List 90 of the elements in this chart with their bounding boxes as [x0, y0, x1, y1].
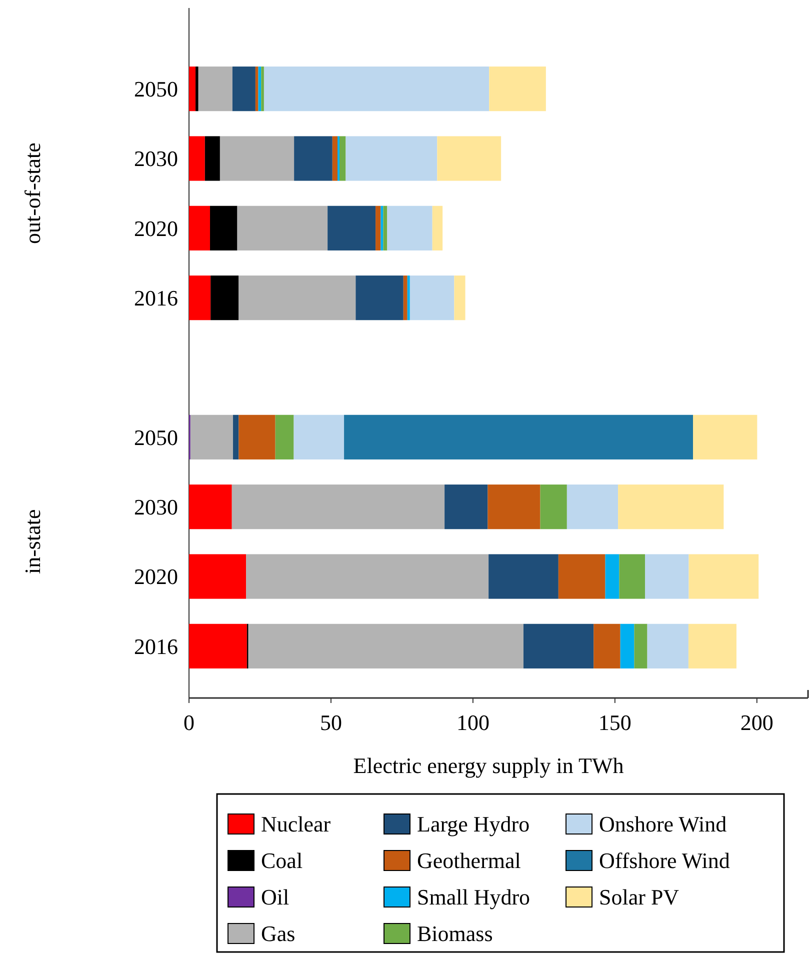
bar	[688, 624, 736, 668]
y-tick-label: 2020	[134, 216, 178, 241]
bar	[294, 414, 344, 460]
legend-label: Onshore Wind	[599, 812, 727, 837]
bar	[688, 554, 759, 599]
bar	[232, 66, 256, 112]
bar	[189, 624, 247, 668]
text: in-state	[20, 509, 45, 574]
text: out-of-state	[20, 142, 45, 244]
bar	[210, 206, 238, 250]
bar	[647, 624, 688, 668]
bar	[233, 414, 239, 460]
y-tick-label: 2020	[134, 564, 178, 590]
bar	[248, 624, 524, 668]
legend-label: Large Hydro	[417, 812, 530, 837]
x-tick-label: 200	[740, 710, 774, 735]
legend-label: Offshore Wind	[599, 848, 730, 874]
bar	[619, 554, 646, 599]
bar	[332, 136, 338, 181]
bar	[196, 66, 198, 112]
legend-label: Solar PV	[599, 884, 680, 910]
bar	[189, 276, 211, 320]
bar	[237, 206, 328, 250]
bar	[275, 414, 294, 460]
bar	[189, 484, 232, 530]
legend-label: Coal	[261, 848, 303, 874]
x-axis-title: Electric energy supply in TWh	[353, 753, 624, 778]
y-tick-label: 2016	[134, 634, 178, 659]
bar	[210, 276, 239, 320]
bar	[255, 66, 258, 112]
bar	[339, 136, 346, 181]
bar	[346, 136, 438, 181]
bar	[410, 276, 454, 320]
bar	[380, 206, 384, 250]
legend-label: Oil	[261, 884, 290, 910]
bar	[261, 66, 264, 112]
y-tick-label: 2050	[134, 76, 178, 102]
bar	[189, 554, 246, 599]
bar	[645, 554, 689, 599]
bar	[618, 484, 724, 530]
legend-label: Nuclear	[261, 812, 332, 837]
bar	[634, 624, 648, 668]
bar	[198, 66, 232, 112]
bar	[238, 414, 276, 460]
bar	[403, 276, 408, 320]
bar	[605, 554, 620, 599]
legend-label: Gas	[261, 921, 296, 946]
legend-label: Geothermal	[417, 848, 521, 874]
y-tick-label: 2016	[134, 286, 178, 311]
legend-label: Small Hydro	[417, 884, 530, 910]
bar	[220, 136, 294, 181]
bar	[523, 624, 594, 668]
bar	[432, 206, 443, 250]
bar	[444, 484, 488, 530]
bar	[189, 206, 210, 250]
x-tick-label: 0	[184, 710, 194, 735]
bar	[204, 136, 220, 181]
bar	[540, 484, 567, 530]
x-tick-label: 100	[456, 710, 490, 735]
y-tick-label: 2050	[134, 424, 178, 450]
x-tick-label: 150	[598, 710, 632, 735]
bar	[489, 66, 546, 112]
bar	[356, 276, 404, 320]
bar	[246, 554, 489, 599]
bar	[264, 66, 490, 112]
bar	[344, 414, 693, 460]
bar	[232, 484, 445, 530]
bar	[190, 414, 234, 460]
bar	[238, 276, 356, 320]
bar	[387, 206, 432, 250]
bar	[328, 206, 376, 250]
bar	[488, 484, 540, 530]
y-tick-label: 2030	[134, 494, 178, 520]
bar	[594, 624, 620, 668]
bar	[488, 554, 558, 599]
y-tick-label: 2030	[134, 146, 178, 172]
bar	[693, 414, 758, 460]
legend-label: Biomass	[417, 921, 493, 946]
bar	[620, 624, 634, 668]
bar	[407, 276, 410, 320]
bar	[558, 554, 606, 599]
bar	[189, 136, 205, 181]
bar	[383, 206, 388, 250]
bar	[294, 136, 332, 181]
bar	[376, 206, 381, 250]
bar	[189, 66, 196, 112]
bar	[454, 276, 466, 320]
x-tick-label: 50	[320, 710, 342, 735]
bar	[437, 136, 502, 181]
bar	[566, 484, 618, 530]
